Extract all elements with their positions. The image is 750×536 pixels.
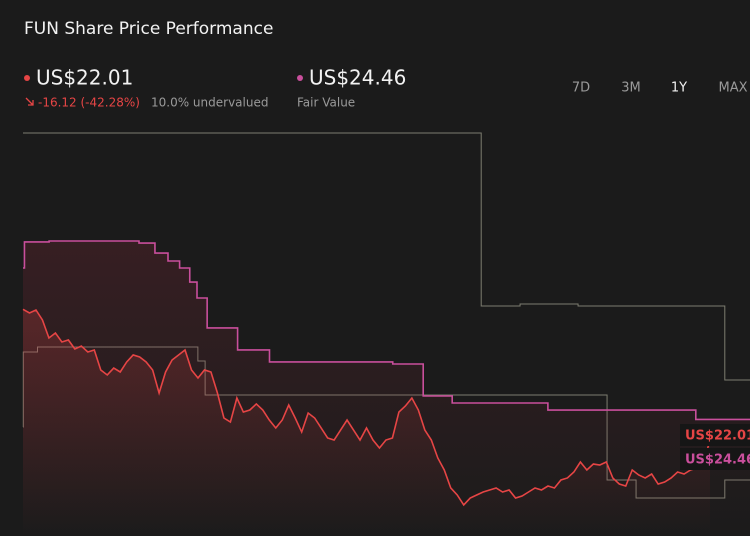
fair-value-caption: Fair Value bbox=[297, 96, 355, 110]
area bbox=[23, 309, 710, 536]
undervalued: 10.0% undervalued bbox=[151, 96, 268, 110]
range-button[interactable]: 3M bbox=[621, 81, 641, 96]
fair-value: US$24.46 bbox=[309, 66, 406, 90]
price: US$22.01 bbox=[36, 66, 133, 90]
range-button[interactable]: MAX bbox=[718, 81, 747, 96]
fair-dot bbox=[297, 75, 303, 81]
fair-tag-bg bbox=[680, 448, 750, 470]
fair-tag: US$24.46 bbox=[685, 453, 750, 468]
end-tag: US$22.01 US$24.46 bbox=[680, 424, 750, 470]
price-tag: US$22.01 bbox=[685, 429, 750, 444]
range-button[interactable]: 7D bbox=[572, 81, 590, 96]
line bbox=[23, 240, 750, 421]
reference-line bbox=[23, 132, 750, 381]
down-arrow bbox=[25, 97, 34, 106]
title: FUN Share Price Performance bbox=[24, 19, 273, 39]
price-tag-bg bbox=[680, 424, 750, 446]
line bbox=[22, 308, 711, 507]
price-dot bbox=[24, 75, 30, 81]
range-button[interactable]: 1Y bbox=[671, 81, 687, 96]
change: -16.12 (-42.28%) bbox=[38, 96, 140, 110]
